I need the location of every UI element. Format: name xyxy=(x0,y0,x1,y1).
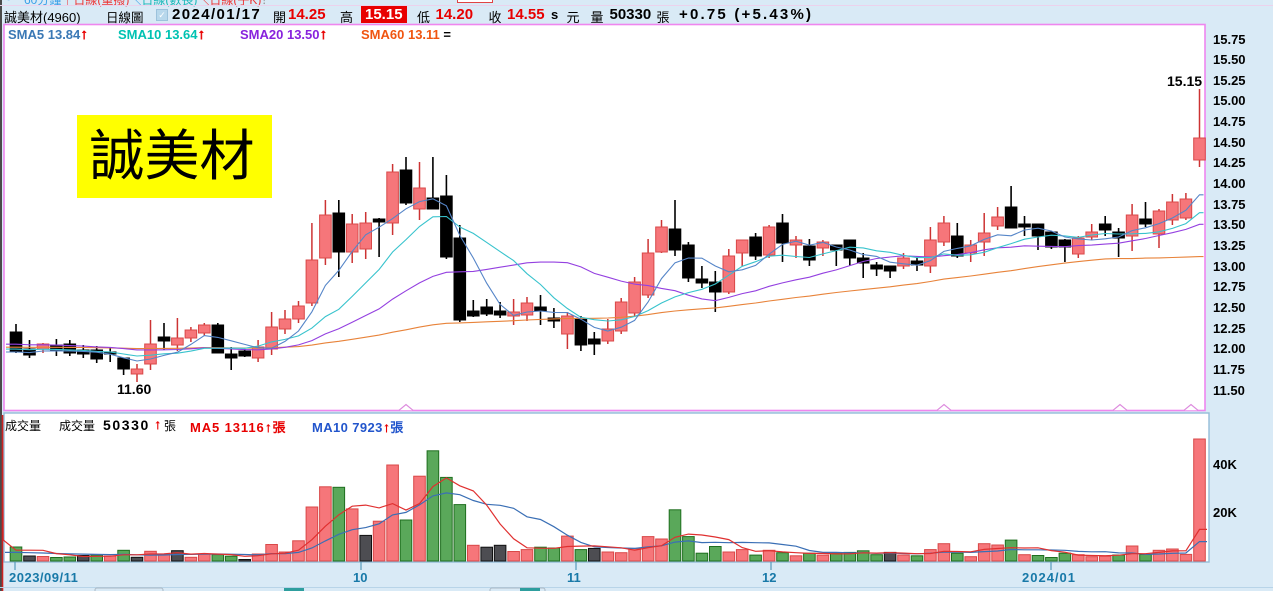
svg-text:誠美材: 誠美材 xyxy=(89,126,254,187)
